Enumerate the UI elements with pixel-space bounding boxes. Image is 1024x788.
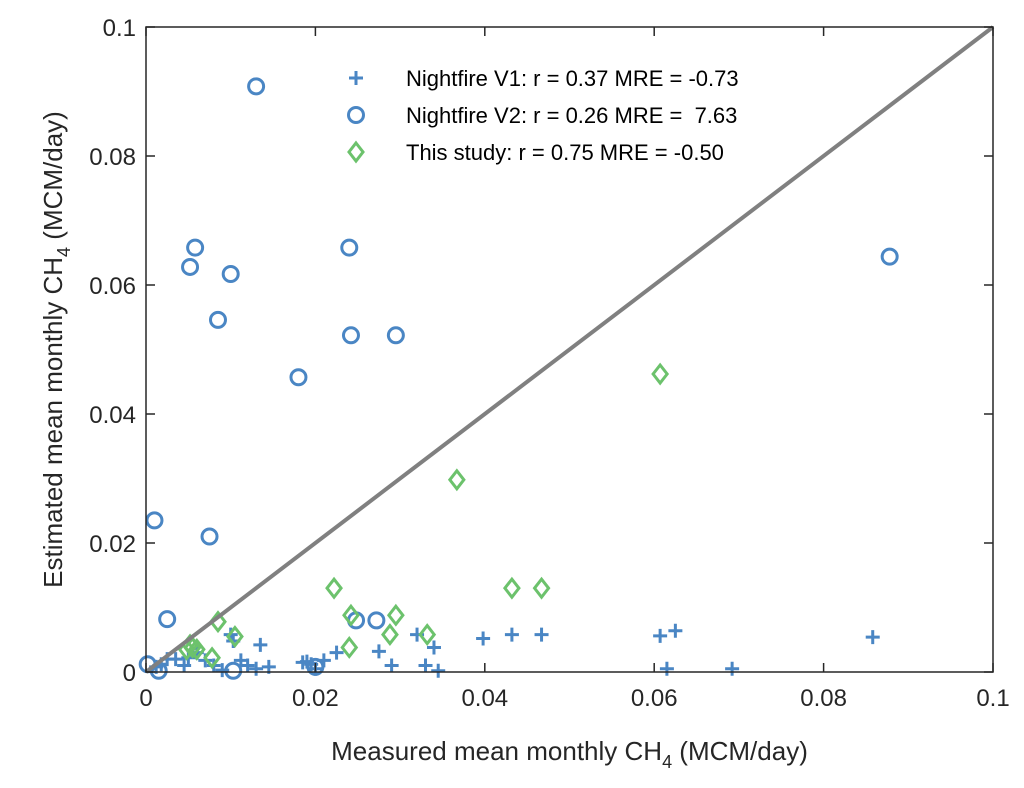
legend-entry-label: This study: r = 0.75 MRE = -0.50 (406, 140, 724, 165)
data-point-diamond (187, 637, 206, 661)
legend-entry-label: Nightfire V1: r = 0.37 MRE = -0.73 (406, 66, 739, 91)
y-axis-label-subscript: 4 (54, 247, 74, 257)
data-point-diamond (342, 603, 360, 627)
y-axis-label-units: (MCM/day) (38, 111, 68, 247)
data-point-plus (865, 630, 880, 645)
x-axis-label: Measured mean monthly CH4 (MCM/day) (331, 736, 808, 772)
data-point-plus (426, 640, 441, 655)
legend-entry-label: Nightfire V2: r = 0.26 MRE = 7.63 (406, 103, 737, 128)
data-point-circle (341, 326, 360, 345)
data-point-diamond (651, 362, 670, 386)
data-point-circle (221, 265, 240, 284)
y-tick-label: 0.04 (89, 402, 136, 429)
data-point-plus (371, 644, 386, 659)
x-axis-label-main: Measured mean monthly CH (331, 736, 662, 766)
y-tick-label: 0.1 (103, 15, 136, 42)
x-tick-label: 0.02 (292, 685, 339, 712)
data-point-circle (224, 661, 243, 680)
data-point-plus (253, 637, 268, 652)
data-point-plus (653, 628, 668, 643)
data-point-plus (168, 652, 183, 667)
y-axis-label-main: Estimated mean monthly CH (38, 257, 68, 588)
data-point-diamond (340, 636, 359, 659)
data-point-circle (181, 257, 200, 276)
data-point-plus (504, 627, 519, 642)
data-point-diamond (447, 468, 466, 492)
data-point-circle (145, 511, 164, 530)
y-axis-label: Estimated mean monthly CH4 (MCM/day) (38, 111, 74, 588)
data-point-circle (340, 238, 359, 257)
data-point-circle (367, 611, 386, 630)
series-nightfire-v1 (149, 623, 880, 678)
data-point-circle (306, 657, 325, 676)
data-point-plus (329, 645, 344, 660)
series-this-study (177, 362, 670, 670)
data-point-diamond (381, 623, 399, 647)
one-to-one-line (144, 25, 995, 674)
data-point-circle (158, 610, 177, 629)
x-tick-label: 0.08 (800, 685, 847, 712)
data-point-plus (476, 631, 491, 646)
reference-line-layer (144, 25, 995, 674)
data-point-circle (186, 238, 205, 257)
data-point-plus (668, 623, 683, 638)
data-point-plus (534, 627, 549, 642)
data-point-diamond (386, 603, 405, 627)
y-tick-label: 0.06 (89, 273, 136, 300)
data-point-circle (247, 77, 266, 96)
data-point-diamond (183, 636, 202, 659)
axis-ticks: 0 0.02 0.04 0.06 0.08 0.1 0 0.02 0.04 0.06 0.08 0.1 (89, 15, 1009, 712)
x-tick-label: 0 (139, 685, 152, 712)
y-tick-label: 0 (123, 660, 136, 687)
data-point-circle (386, 326, 405, 345)
legend: Nightfire V1: r = 0.37 MRE = -0.73 Nightf… (347, 66, 739, 165)
data-point-diamond (418, 623, 437, 647)
y-tick-label: 0.02 (89, 531, 136, 558)
plot-frame (145, 26, 994, 673)
data-point-plus (418, 658, 433, 673)
data-point-plus (431, 663, 446, 678)
data-point-diamond (532, 576, 551, 600)
data-point-plus (177, 658, 192, 673)
data-point-circle (289, 368, 308, 387)
legend-marker-circle (347, 106, 365, 124)
data-point-plus (384, 658, 399, 673)
data-point-plus (249, 661, 264, 676)
x-axis-label-subscript: 4 (662, 752, 672, 772)
legend-marker-diamond (347, 140, 365, 164)
data-point-circle (200, 527, 219, 546)
data-point-plus (725, 661, 740, 676)
y-tick-label: 0.08 (89, 144, 136, 171)
data-point-plus (240, 658, 255, 673)
legend-marker-plus (349, 71, 363, 85)
x-tick-label: 0.06 (631, 685, 678, 712)
x-tick-label: 0.1 (976, 685, 1009, 712)
x-axis-label-units: (MCM/day) (672, 736, 808, 766)
x-tick-label: 0.04 (461, 685, 508, 712)
data-point-diamond (203, 646, 221, 670)
data-point-diamond (502, 576, 521, 600)
data-point-diamond (325, 576, 343, 600)
data-point-plus (659, 661, 674, 676)
data-point-circle (880, 247, 899, 266)
data-point-diamond (226, 625, 244, 648)
data-point-circle (208, 310, 227, 329)
